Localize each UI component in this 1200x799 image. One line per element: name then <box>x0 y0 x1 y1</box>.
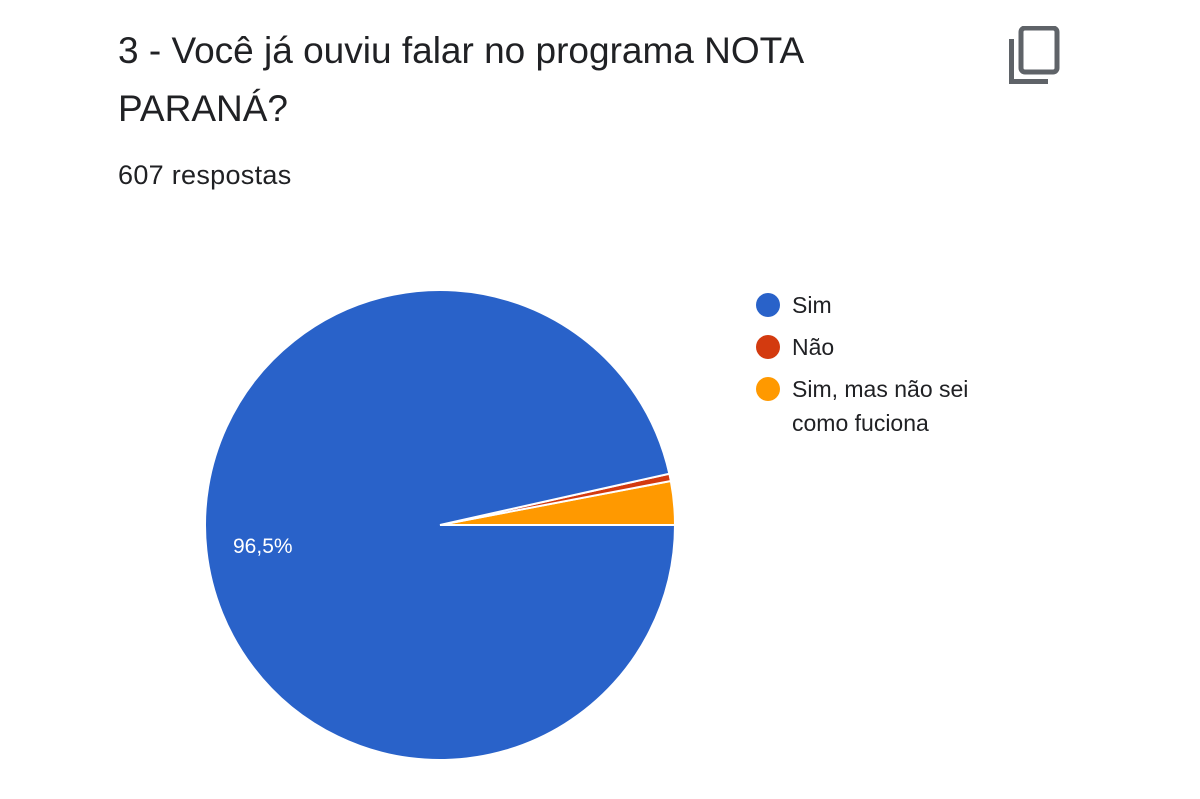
legend-label: Não <box>792 334 835 360</box>
legend: Sim Não Sim, mas não sei como fuciona <box>756 288 1002 448</box>
response-count: 607 respostas <box>118 160 292 190</box>
legend-swatch-sim-mas-nao-sei <box>756 377 780 401</box>
copy-chart-button[interactable] <box>1008 25 1064 86</box>
legend-item-sim-mas-nao-sei[interactable]: Sim, mas não sei como fuciona <box>756 372 1002 440</box>
legend-label: Sim, mas não sei como fuciona <box>792 376 969 436</box>
legend-item-sim[interactable]: Sim <box>756 288 1002 322</box>
legend-label: Sim <box>792 292 832 318</box>
legend-swatch-nao <box>756 335 780 359</box>
copy-icon <box>1009 25 1060 84</box>
pie-slices <box>204 289 677 762</box>
legend-swatch-sim <box>756 293 780 317</box>
slice-label-sim: 96,5% <box>233 535 293 558</box>
pie-slice-0[interactable] <box>204 289 677 762</box>
legend-item-nao[interactable]: Não <box>756 330 1002 364</box>
question-title: 3 - Você já ouviu falar no programa NOTA… <box>118 30 803 129</box>
